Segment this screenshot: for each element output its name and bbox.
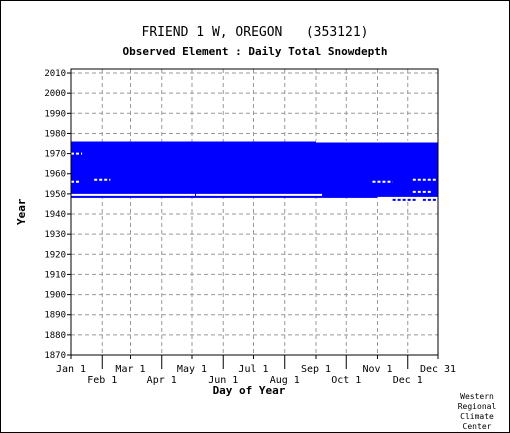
x-tick-label: Apr 1: [147, 375, 177, 386]
y-tick-label: 1900: [44, 291, 66, 301]
credit-label: Western Regional Climate Center: [457, 392, 497, 431]
data-gap: [316, 140, 438, 143]
x-tick-label: Mar 1: [115, 364, 145, 375]
x-tick-label: Jul 1: [238, 364, 268, 375]
y-tick-label: 2010: [44, 69, 66, 79]
y-tick-label: 1970: [44, 150, 66, 160]
x-tick-label: Jan 1: [56, 364, 86, 375]
y-tick-label: 1950: [44, 190, 66, 200]
x-tick-label: Aug 1: [270, 375, 300, 386]
y-tick-label: 1910: [44, 270, 66, 280]
y-tick-label: 1870: [44, 351, 66, 361]
x-tick-label: Nov 1: [362, 364, 392, 375]
y-tick-label: 1890: [44, 311, 66, 321]
x-tick-label: Jun 1: [208, 375, 238, 386]
y-tick-label: 1960: [44, 170, 66, 180]
y-tick-label: 1930: [44, 230, 66, 240]
x-tick-label: Dec 1: [393, 375, 423, 386]
y-tick-label: 2000: [44, 89, 66, 99]
chart-title: FRIEND 1 W, OREGON (353121): [141, 25, 369, 40]
data-gap: [196, 193, 323, 196]
x-tick-label: Oct 1: [331, 375, 361, 386]
data-gap: [377, 196, 438, 199]
y-tick-label: 1990: [44, 109, 66, 119]
data-gap: [71, 193, 196, 196]
x-tick-label: May 1: [177, 364, 207, 375]
chart-subtitle: Observed Element : Daily Total Snowdepth: [122, 45, 388, 58]
y-tick-label: 1940: [44, 210, 66, 220]
x-axis-label: Day of Year: [212, 384, 286, 397]
y-tick-label: 1880: [44, 331, 66, 341]
data-band: [71, 141, 438, 198]
x-tick-label: Feb 1: [87, 375, 117, 386]
x-tick-label: Dec 31: [420, 364, 456, 375]
x-tick-label: Sep 1: [301, 364, 331, 375]
y-tick-label: 1920: [44, 250, 66, 260]
y-tick-label: 1980: [44, 129, 66, 139]
plot-border: [70, 68, 439, 356]
